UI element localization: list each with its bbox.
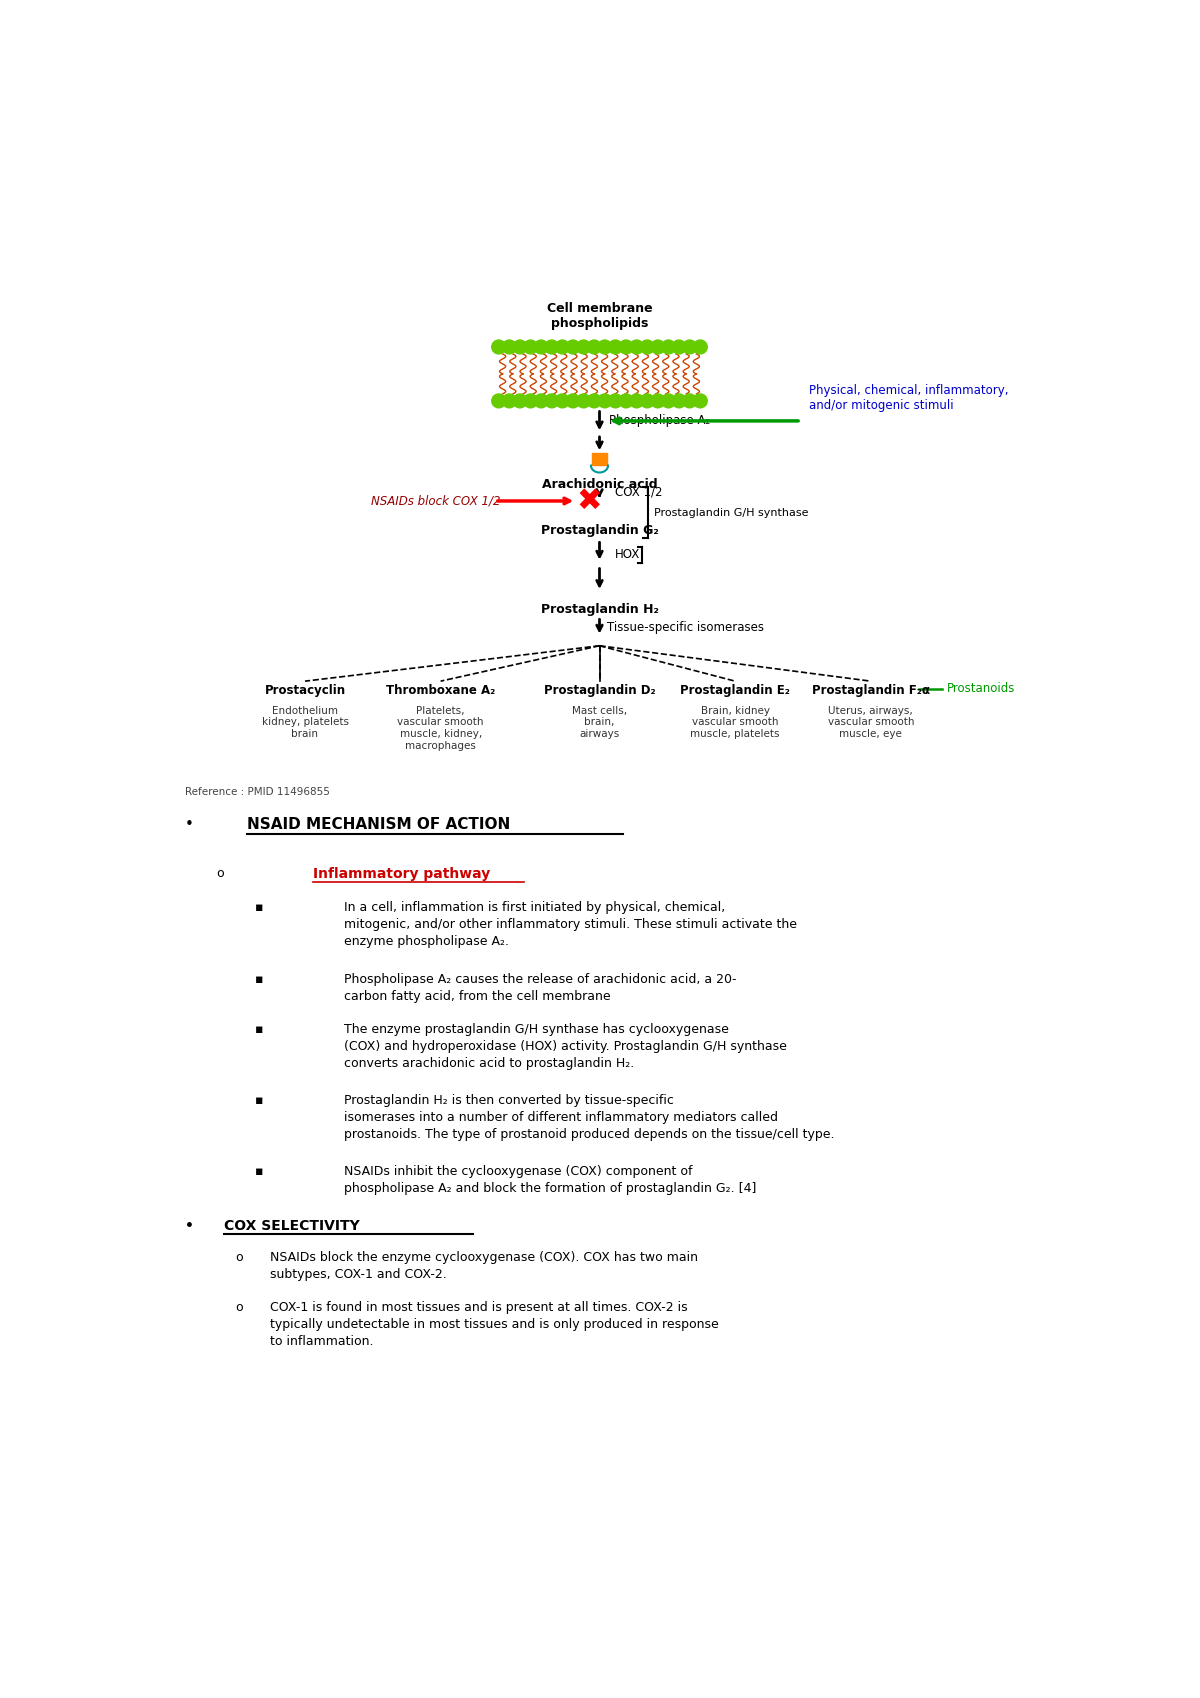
Circle shape — [641, 394, 654, 408]
Text: •: • — [185, 1219, 193, 1233]
Text: Platelets,
vascular smooth
muscle, kidney,
macrophages: Platelets, vascular smooth muscle, kidne… — [397, 706, 484, 751]
Circle shape — [641, 340, 654, 353]
Text: ▪: ▪ — [254, 902, 263, 915]
Text: COX SELECTIVITY: COX SELECTIVITY — [223, 1219, 359, 1233]
Circle shape — [608, 340, 623, 353]
Circle shape — [556, 340, 569, 353]
Circle shape — [566, 340, 580, 353]
Text: Tissue-specific isomerases: Tissue-specific isomerases — [607, 621, 764, 633]
Text: ▪: ▪ — [254, 1022, 263, 1036]
Circle shape — [534, 340, 548, 353]
Text: Prostaglandin G/H synthase: Prostaglandin G/H synthase — [654, 508, 809, 518]
Text: Reference : PMID 11496855: Reference : PMID 11496855 — [185, 788, 330, 798]
Circle shape — [619, 340, 632, 353]
Circle shape — [683, 340, 697, 353]
Circle shape — [672, 394, 686, 408]
Circle shape — [694, 340, 707, 353]
Text: COX 1/2: COX 1/2 — [616, 486, 662, 498]
Circle shape — [545, 340, 559, 353]
Text: o: o — [235, 1301, 242, 1314]
Circle shape — [503, 340, 516, 353]
Circle shape — [577, 340, 590, 353]
Text: ▪: ▪ — [254, 1165, 263, 1178]
Text: NSAIDs block the enzyme cyclooxygenase (COX). COX has two main
subtypes, COX-1 a: NSAIDs block the enzyme cyclooxygenase (… — [270, 1251, 698, 1282]
Circle shape — [683, 394, 697, 408]
Text: Phospholipase A₂: Phospholipase A₂ — [608, 414, 710, 428]
Text: Physical, chemical, inflammatory,
and/or mitogenic stimuli: Physical, chemical, inflammatory, and/or… — [809, 384, 1008, 411]
Text: Mast cells,
brain,
airways: Mast cells, brain, airways — [572, 706, 628, 739]
Circle shape — [523, 394, 538, 408]
Circle shape — [630, 340, 643, 353]
Text: Prostaglandin F₂α: Prostaglandin F₂α — [811, 684, 930, 698]
Text: COX-1 is found in most tissues and is present at all times. COX-2 is
typically u: COX-1 is found in most tissues and is pr… — [270, 1301, 719, 1348]
Circle shape — [587, 394, 601, 408]
Text: Thromboxane A₂: Thromboxane A₂ — [386, 684, 496, 698]
Circle shape — [598, 340, 612, 353]
Text: ▪: ▪ — [254, 973, 263, 985]
Text: NSAIDs inhibit the cyclooxygenase (COX) component of
phospholipase A₂ and block : NSAIDs inhibit the cyclooxygenase (COX) … — [343, 1165, 756, 1195]
Circle shape — [608, 394, 623, 408]
Text: Cell membrane
phospholipids: Cell membrane phospholipids — [547, 302, 653, 331]
Circle shape — [512, 340, 527, 353]
Circle shape — [577, 394, 590, 408]
Text: The enzyme prostaglandin G/H synthase has cyclooxygenase
(COX) and hydroperoxida: The enzyme prostaglandin G/H synthase ha… — [343, 1022, 787, 1070]
Circle shape — [694, 394, 707, 408]
Text: Prostaglandin E₂: Prostaglandin E₂ — [680, 684, 790, 698]
Text: Uterus, airways,
vascular smooth
muscle, eye: Uterus, airways, vascular smooth muscle,… — [828, 706, 914, 739]
FancyBboxPatch shape — [592, 453, 607, 465]
Text: HOX: HOX — [616, 548, 641, 562]
Text: ✖: ✖ — [577, 487, 602, 516]
Circle shape — [492, 340, 505, 353]
Circle shape — [534, 394, 548, 408]
Circle shape — [650, 394, 665, 408]
Text: Prostaglandin G₂: Prostaglandin G₂ — [541, 525, 659, 537]
Circle shape — [630, 394, 643, 408]
Text: Prostanoids: Prostanoids — [947, 683, 1015, 696]
Circle shape — [661, 394, 676, 408]
Text: Inflammatory pathway: Inflammatory pathway — [313, 866, 490, 881]
Text: NSAIDs block COX 1/2: NSAIDs block COX 1/2 — [371, 494, 500, 508]
Text: o: o — [216, 866, 223, 880]
Text: Brain, kidney
vascular smooth
muscle, platelets: Brain, kidney vascular smooth muscle, pl… — [690, 706, 780, 739]
Circle shape — [619, 394, 632, 408]
Circle shape — [650, 340, 665, 353]
Circle shape — [672, 340, 686, 353]
Text: NSAID MECHANISM OF ACTION: NSAID MECHANISM OF ACTION — [247, 817, 510, 832]
Circle shape — [556, 394, 569, 408]
Circle shape — [566, 394, 580, 408]
Circle shape — [523, 340, 538, 353]
Circle shape — [503, 394, 516, 408]
Text: •: • — [185, 817, 193, 832]
Text: Prostaglandin D₂: Prostaglandin D₂ — [544, 684, 655, 698]
Circle shape — [661, 340, 676, 353]
Text: In a cell, inflammation is first initiated by physical, chemical,
mitogenic, and: In a cell, inflammation is first initiat… — [343, 902, 797, 949]
Text: Prostaglandin H₂ is then converted by tissue-specific
isomerases into a number o: Prostaglandin H₂ is then converted by ti… — [343, 1094, 834, 1141]
Text: Prostacyclin: Prostacyclin — [264, 684, 346, 698]
Circle shape — [512, 394, 527, 408]
Text: Endothelium
kidney, platelets
brain: Endothelium kidney, platelets brain — [262, 706, 348, 739]
Circle shape — [492, 394, 505, 408]
Circle shape — [587, 340, 601, 353]
Circle shape — [598, 394, 612, 408]
Text: Phospholipase A₂ causes the release of arachidonic acid, a 20-
carbon fatty acid: Phospholipase A₂ causes the release of a… — [343, 973, 737, 1002]
Text: Arachidonic acid: Arachidonic acid — [541, 477, 658, 491]
Circle shape — [545, 394, 559, 408]
Text: o: o — [235, 1251, 242, 1265]
Text: ▪: ▪ — [254, 1094, 263, 1107]
Text: Prostaglandin H₂: Prostaglandin H₂ — [540, 603, 659, 616]
